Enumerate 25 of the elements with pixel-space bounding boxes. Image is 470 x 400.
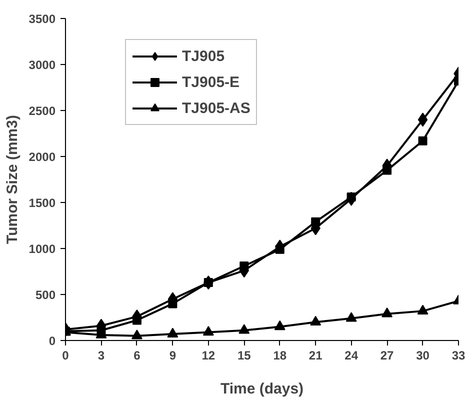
y-tick-label: 3000 xyxy=(28,58,56,72)
x-tick-label: 24 xyxy=(344,348,358,362)
y-axis-title: Tumor Size (mm3) xyxy=(4,115,21,244)
x-tick-label: 6 xyxy=(134,348,141,362)
legend-label: TJ905-E xyxy=(182,74,240,90)
x-tick-label: 9 xyxy=(169,348,176,362)
legend-label: TJ905-AS xyxy=(182,100,250,116)
x-tick-label: 18 xyxy=(273,348,287,362)
x-tick-label: 21 xyxy=(308,348,323,362)
x-tick-label: 12 xyxy=(202,348,216,362)
legend-label: TJ905 xyxy=(182,48,225,64)
x-tick-label: 3 xyxy=(98,348,105,362)
y-tick-label: 1000 xyxy=(28,242,56,256)
x-tick-label: 30 xyxy=(416,348,430,362)
y-tick-label: 0 xyxy=(48,334,56,348)
x-axis-title: Time (days) xyxy=(220,380,304,398)
x-tick-label: 15 xyxy=(237,348,252,362)
x-tick-label: 27 xyxy=(380,348,394,362)
x-tick-label: 33 xyxy=(452,348,466,362)
y-tick-label: 2500 xyxy=(28,104,56,118)
y-tick-label: 1500 xyxy=(28,196,56,210)
y-tick-label: 2000 xyxy=(28,150,56,164)
y-tick-label: 500 xyxy=(35,288,56,302)
y-tick-label: 3500 xyxy=(28,12,56,26)
x-tick-label: 0 xyxy=(62,348,70,362)
